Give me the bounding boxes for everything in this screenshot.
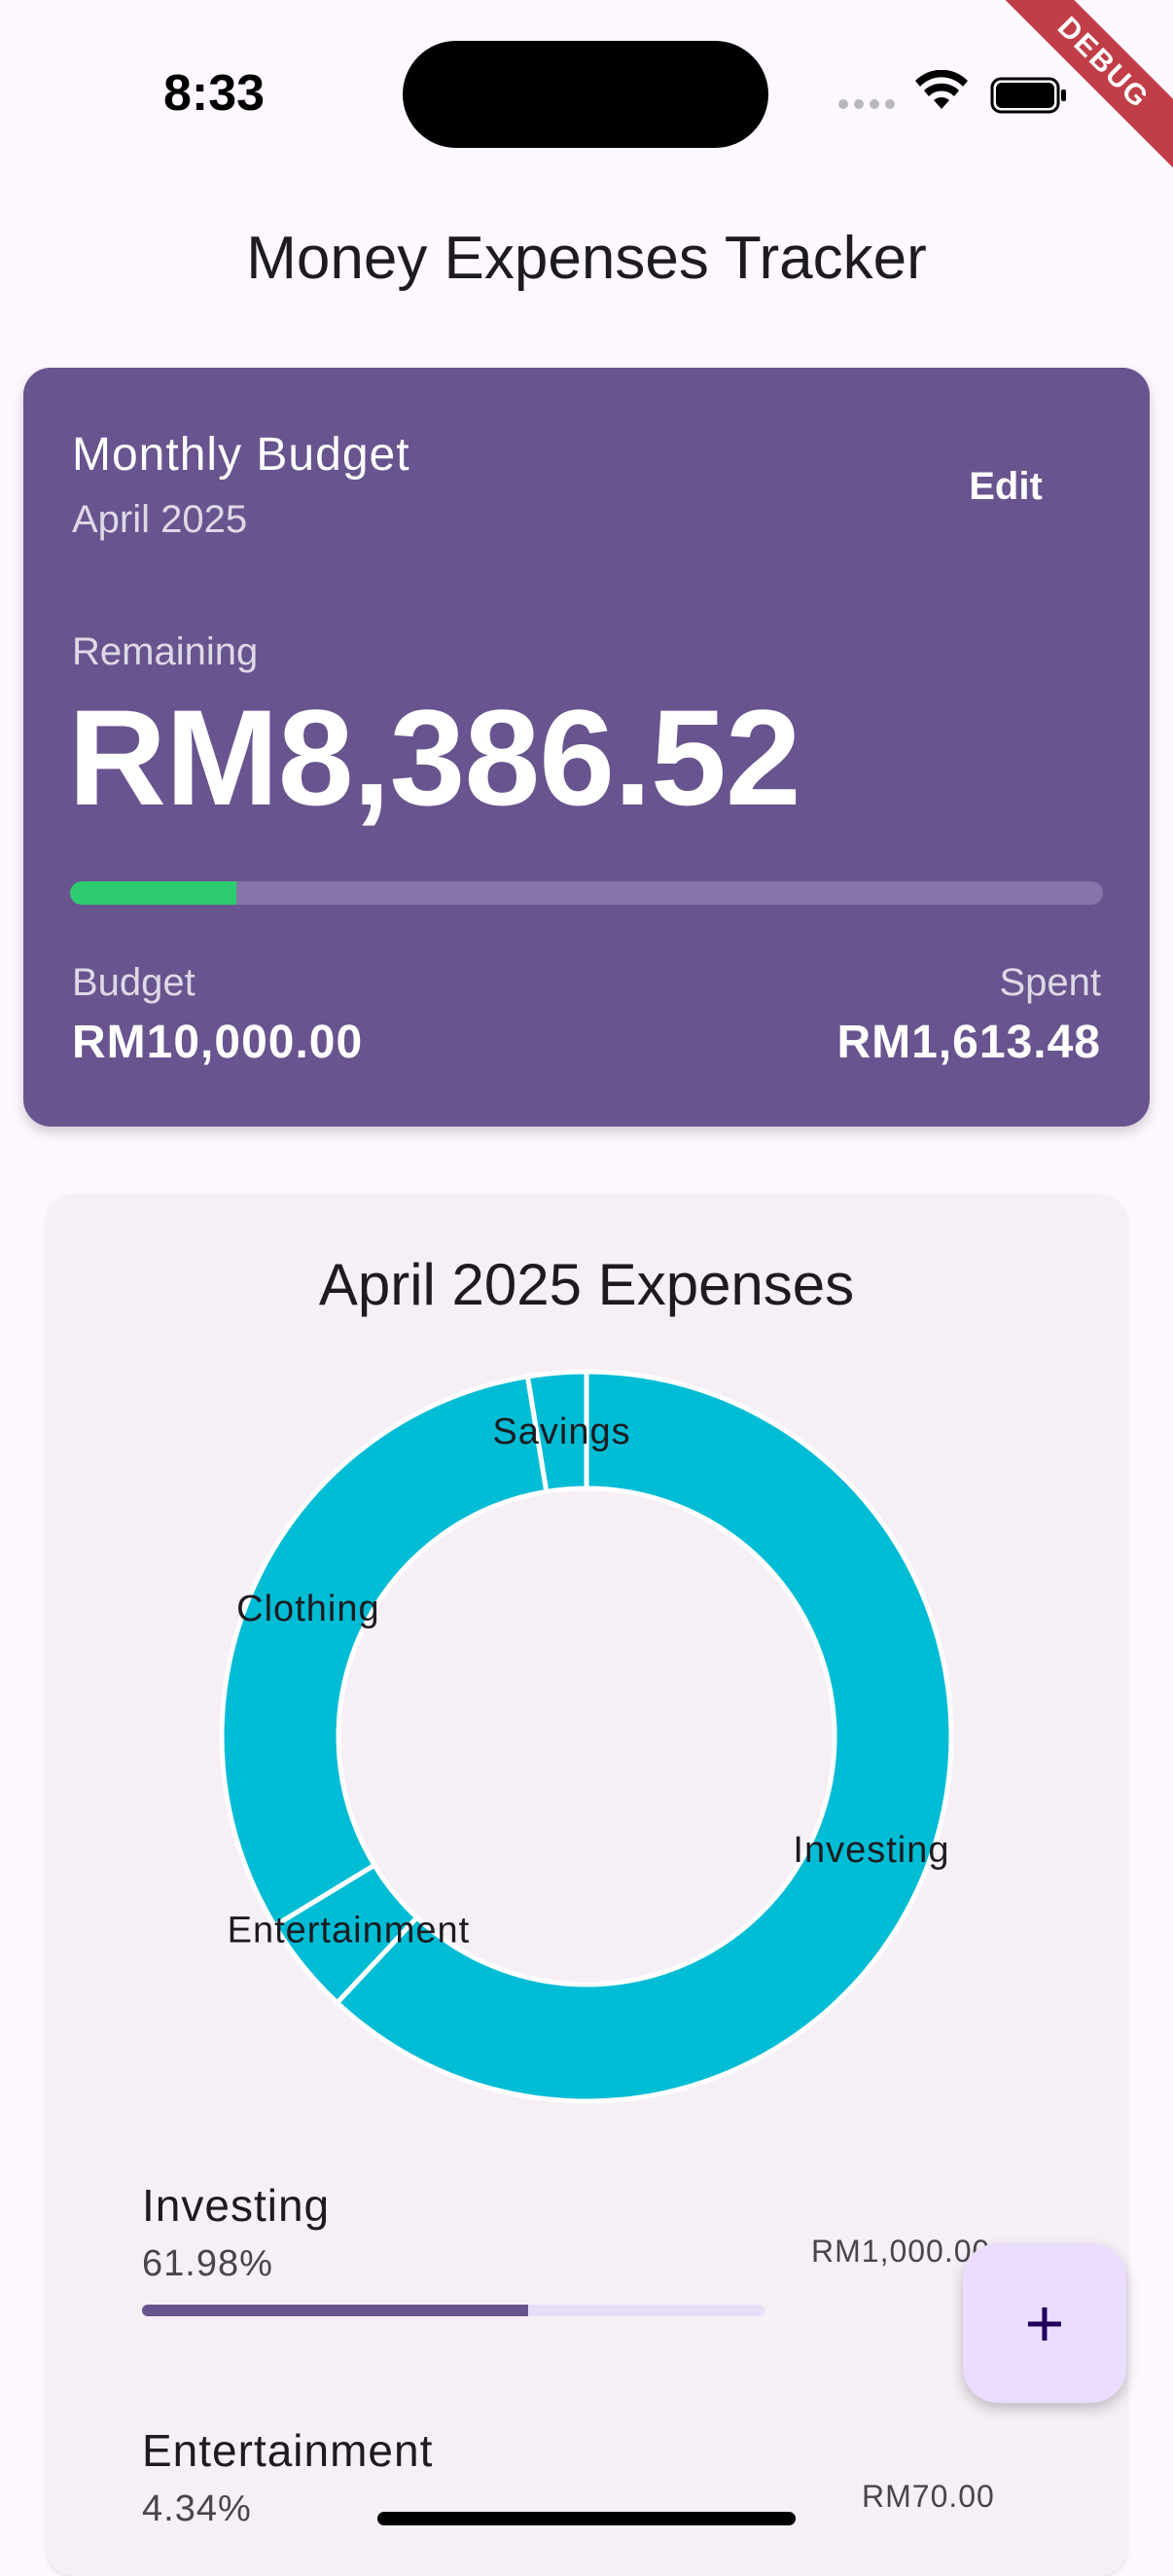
spent-label: Spent <box>999 961 1101 1005</box>
donut-label-clothing: Clothing <box>236 1589 379 1629</box>
edit-budget-button[interactable]: Edit <box>938 446 1074 527</box>
add-expense-button[interactable]: + <box>963 2243 1126 2403</box>
status-time: 8:33 <box>163 64 265 123</box>
budget-progress-bar <box>70 881 1103 905</box>
budget-progress-fill <box>70 881 236 905</box>
category-percent: 61.98% <box>142 2243 764 2285</box>
donut-label-investing: Investing <box>793 1830 949 1871</box>
donut-label-savings: Savings <box>492 1412 630 1452</box>
spent-amount: RM1,613.48 <box>837 1016 1102 1069</box>
signal-icon <box>838 99 895 109</box>
donut-slice-clothing[interactable] <box>222 1377 547 1926</box>
remaining-amount: RM8,386.52 <box>68 679 800 837</box>
monthly-budget-card: Monthly Budget April 2025 Edit Remaining… <box>23 368 1150 1127</box>
page-title: Money Expenses Tracker <box>0 224 1173 293</box>
home-indicator <box>377 2512 796 2525</box>
dynamic-island <box>403 41 768 148</box>
plus-icon: + <box>1025 2284 1065 2362</box>
category-progress-bar <box>142 2305 764 2316</box>
remaining-label: Remaining <box>72 630 258 674</box>
category-progress-fill <box>142 2305 528 2316</box>
category-item-investing[interactable]: Investing 61.98% <box>142 2179 764 2316</box>
category-amount: RM1,000.00 <box>811 2234 990 2270</box>
category-amount: RM70.00 <box>862 2479 995 2515</box>
budget-card-title: Monthly Budget <box>72 428 410 482</box>
donut-label-entertainment: Entertainment <box>228 1910 471 1950</box>
budget-card-month: April 2025 <box>72 498 247 542</box>
category-name: Entertainment <box>142 2424 433 2477</box>
wifi-icon <box>914 70 969 113</box>
category-name: Investing <box>142 2179 764 2232</box>
expenses-donut-chart: Investing Entertainment Clothing Savings <box>47 1195 1126 2167</box>
budget-label: Budget <box>72 961 196 1005</box>
budget-amount: RM10,000.00 <box>72 1016 363 1069</box>
battery-icon <box>990 76 1068 115</box>
